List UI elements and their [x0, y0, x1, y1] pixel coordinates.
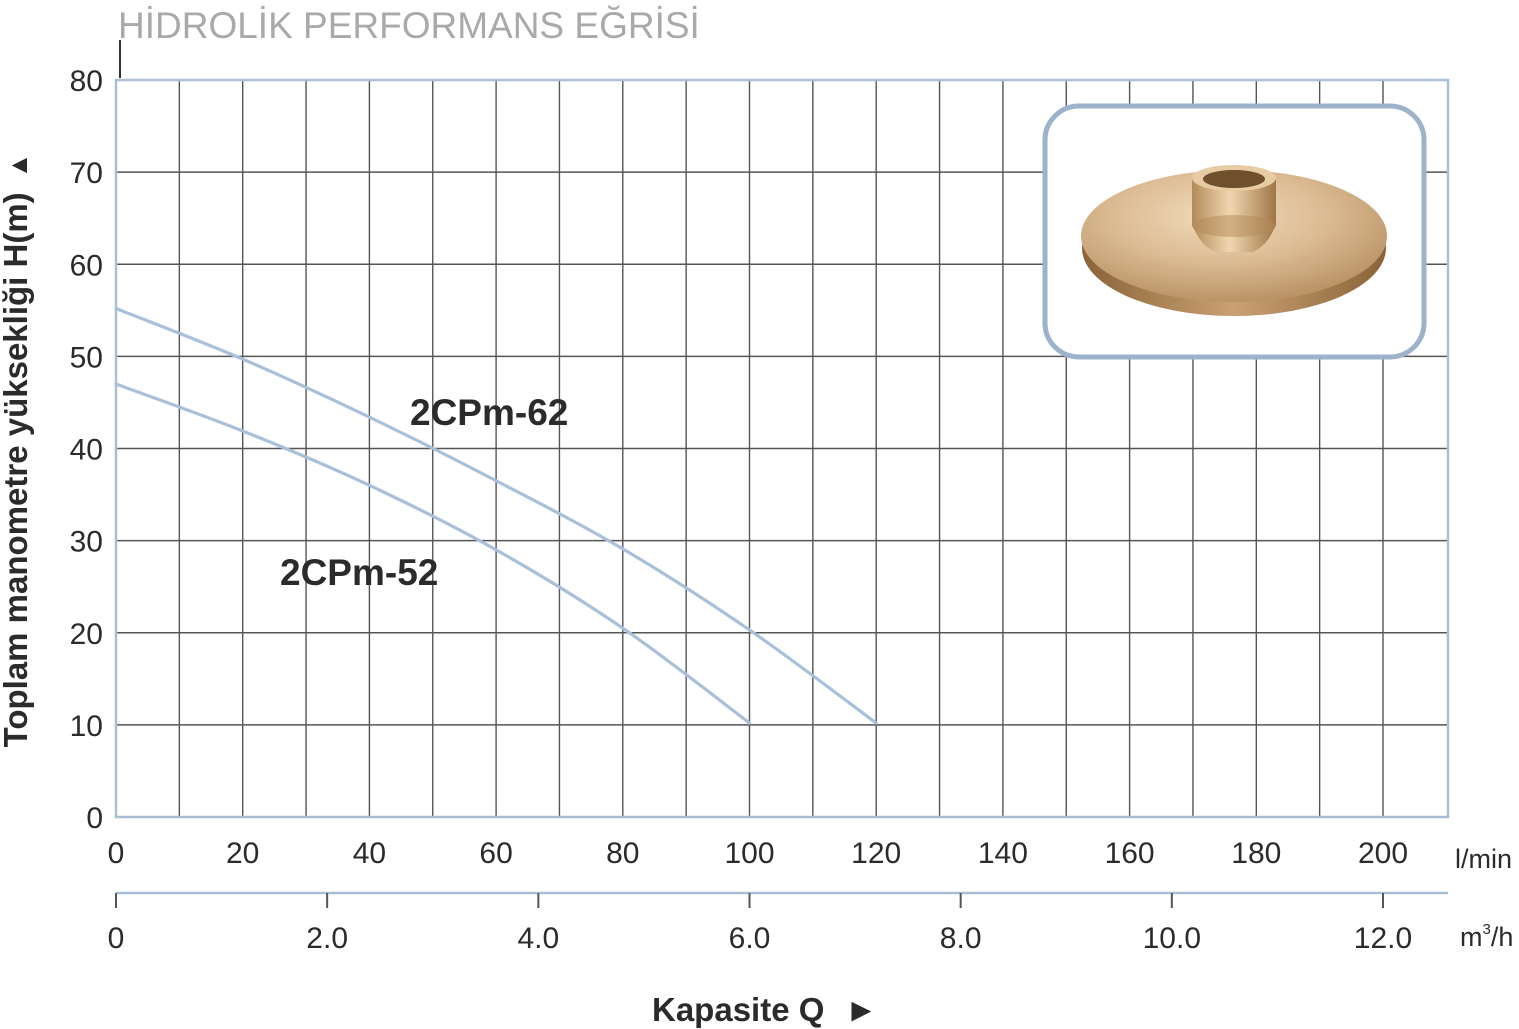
x2-unit-label: m3/h: [1460, 921, 1513, 952]
x-axis-title: Kapasite Q: [652, 991, 824, 1028]
x-tick-20: 20: [226, 837, 259, 870]
x-unit-label: l/min: [1455, 844, 1512, 874]
y-axis-title: Toplam manometre yüksekliği H(m) ▲: [0, 153, 34, 748]
x-tick-120: 120: [851, 837, 901, 870]
x-tick-140: 140: [978, 837, 1028, 870]
y-tick-40: 40: [70, 434, 103, 467]
y-axis-title-text: Toplam manometre yüksekliği H(m): [0, 192, 34, 747]
product-inset: [1042, 103, 1427, 360]
y-tick-30: 30: [70, 526, 103, 559]
x-tick-180: 180: [1231, 837, 1281, 870]
x2-tick-0: 0: [108, 922, 125, 955]
series-label-2cpm-52: 2CPm-52: [280, 552, 438, 593]
series-label-2cpm-62: 2CPm-62: [410, 392, 568, 433]
y-tick-20: 20: [70, 618, 103, 651]
x-tick-80: 80: [606, 837, 639, 870]
x-tick-labels: 0 20 40 60 80 100 120 140 160 180 200: [108, 837, 1408, 870]
x-tick-0: 0: [108, 837, 125, 870]
x2-tick-4.0: 4.0: [517, 922, 559, 955]
grid: [116, 80, 1448, 817]
plot-frame: [114, 78, 1450, 819]
x-tick-160: 160: [1105, 837, 1155, 870]
x-axis-arrow: ►: [845, 991, 878, 1028]
x-tick-60: 60: [479, 837, 512, 870]
curves: [114, 306, 878, 725]
y-tick-0: 0: [86, 802, 103, 835]
curve-2cpm-62: [114, 306, 878, 725]
y-tick-50: 50: [70, 341, 103, 374]
x2-tick-6.0: 6.0: [729, 922, 771, 955]
x-tick-40: 40: [353, 837, 386, 870]
x2-tick-10.0: 10.0: [1143, 922, 1201, 955]
y-tick-10: 10: [70, 710, 103, 743]
curve-2cpm-52: [114, 382, 752, 725]
y-tick-70: 70: [70, 157, 103, 190]
x2-tick-2.0: 2.0: [306, 922, 348, 955]
y-tick-60: 60: [70, 249, 103, 282]
y-tick-labels: 0 10 20 30 40 50 60 70 80: [70, 65, 103, 835]
y-tick-80: 80: [70, 65, 103, 98]
x-tick-200: 200: [1358, 837, 1408, 870]
impeller-image: [1081, 165, 1387, 316]
x-tick-100: 100: [724, 837, 774, 870]
y-axis-arrow: ▲: [3, 153, 33, 179]
x2-tick-12.0: 12.0: [1354, 922, 1412, 955]
x2-tick-8.0: 8.0: [940, 922, 982, 955]
chart-title: HİDROLİK PERFORMANS EĞRİSİ: [118, 5, 700, 46]
secondary-x-ticks: 0 2.0 4.0 6.0 8.0 10.0 12.0: [108, 893, 1412, 955]
